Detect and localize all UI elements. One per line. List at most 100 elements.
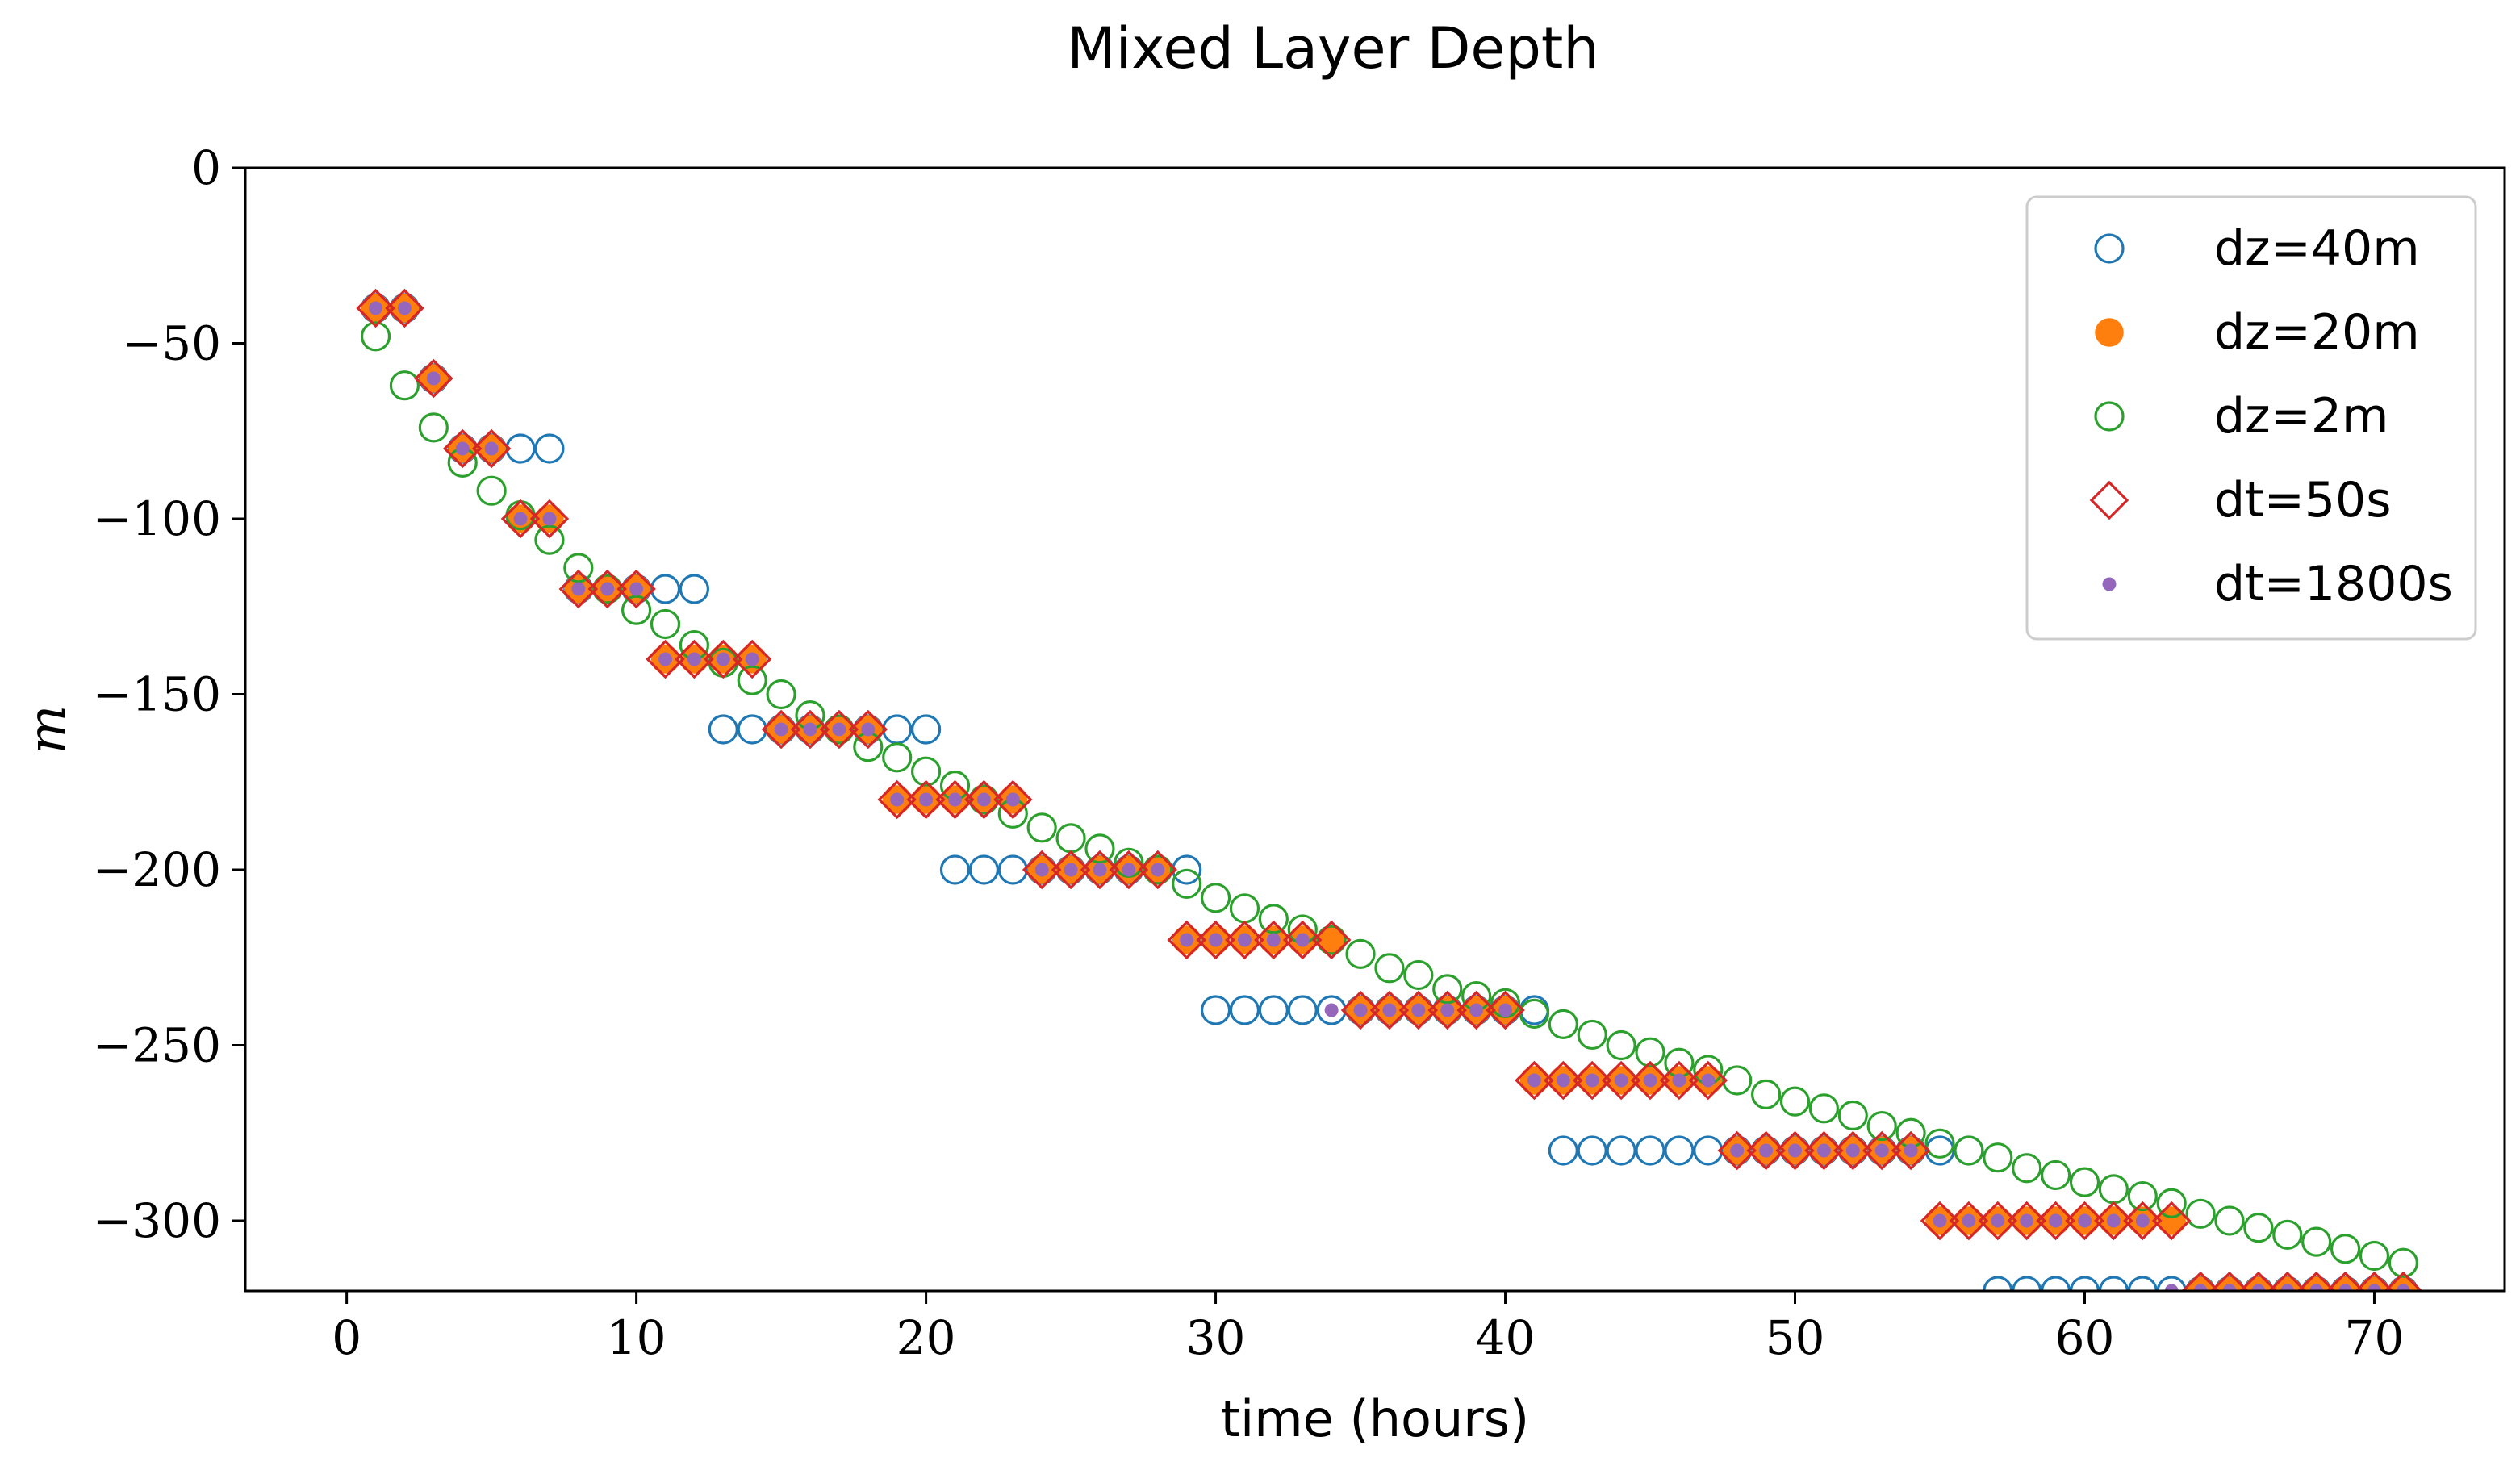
data-point [1837, 1100, 1868, 1131]
x-tick-label: 10 [607, 1310, 667, 1365]
y-tick-label: −150 [93, 667, 221, 722]
data-point [1527, 1073, 1541, 1088]
data-point [2251, 1284, 2266, 1291]
data-point [766, 679, 796, 710]
data-point [1693, 1135, 1724, 1166]
data-point [2065, 1201, 2104, 1241]
data-point [2040, 1159, 2071, 1191]
data-point [716, 652, 730, 666]
legend-marker [2095, 318, 2124, 347]
legend-marker [2102, 577, 2117, 591]
data-point [935, 779, 975, 820]
data-point [1635, 1135, 1665, 1166]
data-point [385, 288, 424, 328]
data-point [2359, 1240, 2390, 1272]
y-tick-label: 0 [191, 140, 221, 195]
data-point [1585, 1073, 1599, 1088]
data-point [968, 854, 999, 885]
data-point [600, 582, 615, 596]
data-point [2238, 1271, 2279, 1291]
data-point [2156, 1188, 2187, 1218]
data-point [1788, 1143, 1803, 1158]
y-tick-label: −50 [123, 316, 221, 371]
data-point [442, 428, 483, 469]
data-point [484, 441, 499, 456]
data-point [919, 792, 934, 807]
legend-item: dz=2m [2094, 388, 2388, 445]
data-point [360, 321, 391, 352]
data-point [1138, 850, 1178, 890]
data-point [1991, 1213, 2005, 1228]
data-point [1779, 1086, 1811, 1117]
data-point [1701, 1073, 1716, 1088]
data-point [658, 652, 673, 666]
data-point [2330, 1234, 2361, 1264]
data-point [1949, 1201, 1989, 1241]
legend-label: dz=40m [2214, 220, 2420, 277]
data-point [1808, 1093, 1840, 1124]
data-point [737, 714, 767, 745]
data-point [1577, 1019, 1607, 1051]
data-point [993, 779, 1033, 820]
data-point [2127, 1276, 2158, 1291]
data-point [2012, 1276, 2042, 1291]
data-point [397, 301, 412, 315]
data-point [1345, 938, 1376, 970]
data-point [356, 288, 395, 328]
data-point [2036, 1201, 2075, 1241]
data-point [2209, 1271, 2250, 1291]
data-point [534, 524, 565, 555]
data-point [1209, 933, 1223, 947]
data-point [964, 779, 1004, 820]
data-point [2296, 1271, 2336, 1291]
data-point [1295, 933, 1310, 947]
data-point [414, 358, 453, 399]
data-point [2185, 1198, 2216, 1229]
data-point [1601, 1060, 1641, 1101]
data-point [1833, 1130, 1873, 1171]
data-point [745, 652, 759, 666]
data-point [1258, 904, 1289, 934]
legend-item: dz=40m [2094, 220, 2420, 277]
data-point [1311, 920, 1352, 960]
legend-frame [2025, 195, 2477, 641]
data-point [2267, 1271, 2308, 1291]
data-point [1403, 959, 1434, 991]
data-point [2069, 1276, 2100, 1291]
data-point [418, 412, 449, 443]
legend-item: dz=20m [2095, 304, 2420, 361]
data-point [2123, 1201, 2163, 1241]
data-point [1891, 1130, 1931, 1171]
x-axis: 0 10 20 30 40 50 60 70 [332, 1291, 2404, 1365]
y-tick-label: −300 [93, 1193, 221, 1248]
data-point [629, 582, 644, 596]
data-point [1196, 920, 1235, 960]
data-point [819, 709, 859, 750]
data-point [1026, 812, 1057, 843]
data-point [2214, 1205, 2245, 1236]
data-point [1266, 933, 1281, 947]
data-point [2151, 1201, 2192, 1241]
data-point [1983, 1276, 2013, 1291]
data-point [1374, 953, 1405, 984]
data-point [1924, 1135, 1955, 1166]
data-point [2127, 1180, 2158, 1212]
legend: dz=40m dz=20m dz=2m dt=50s dt=1800s [2025, 195, 2477, 641]
data-point [2077, 1213, 2092, 1228]
data-point [2012, 1153, 2042, 1184]
data-point [1258, 995, 1289, 1025]
data-point [2098, 1276, 2129, 1291]
data-point [1143, 854, 1173, 885]
data-point [471, 428, 512, 469]
data-point [890, 792, 905, 807]
data-point [646, 639, 685, 679]
data-point [687, 652, 701, 666]
data-point [1933, 1213, 1947, 1228]
data-point [2020, 1213, 2034, 1228]
legend-marker [2094, 233, 2125, 264]
x-tick-label: 50 [1766, 1310, 1825, 1365]
data-point [2069, 1167, 2100, 1197]
data-point [877, 779, 917, 820]
data-point [2243, 1213, 2274, 1243]
